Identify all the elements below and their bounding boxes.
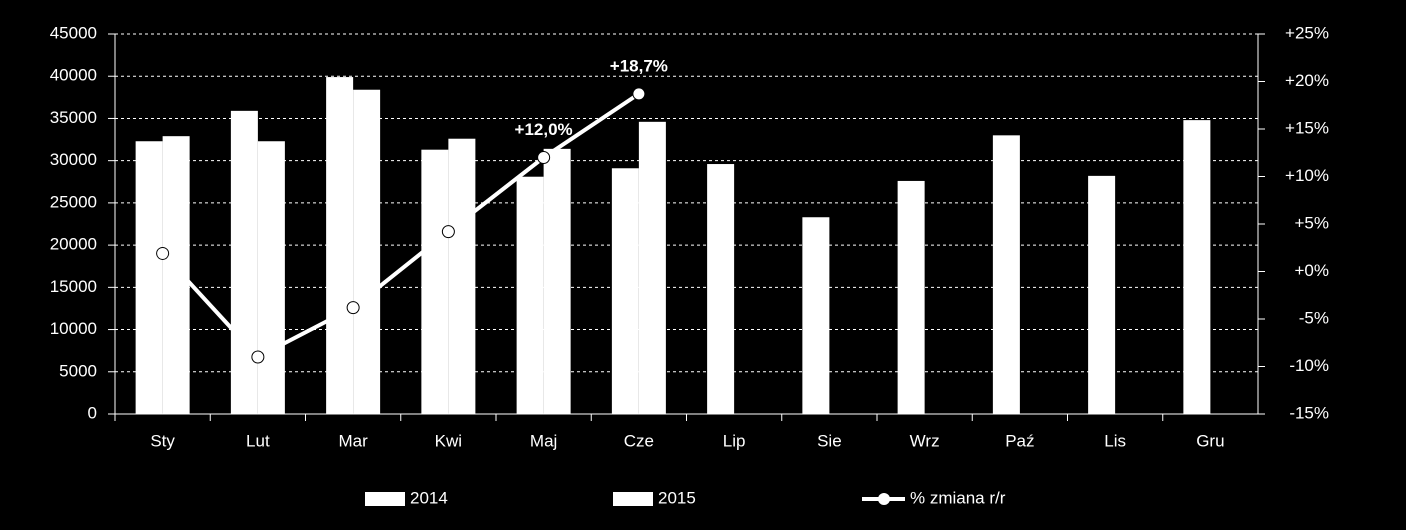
bar	[992, 135, 1020, 415]
legend-marker	[878, 493, 890, 505]
bar	[1088, 175, 1116, 414]
y2-tick-label: +15%	[1285, 118, 1329, 137]
bar	[162, 136, 190, 414]
y-tick-label: 35000	[50, 108, 97, 127]
bar	[707, 164, 735, 414]
x-tick-label: Lis	[1104, 431, 1126, 450]
bar	[543, 148, 571, 414]
x-tick-label: Maj	[530, 431, 557, 450]
y-tick-label: 30000	[50, 150, 97, 169]
x-tick-label: Sie	[817, 431, 842, 450]
y-tick-label: 10000	[50, 319, 97, 338]
line	[161, 92, 640, 360]
y2-tick-label: -15%	[1289, 403, 1329, 422]
x-tick-label: Cze	[624, 431, 654, 450]
x-tick-label: Paź	[1005, 431, 1034, 450]
line-marker	[346, 301, 360, 315]
y-tick-label: 5000	[59, 361, 97, 380]
y2-tick-label: -5%	[1299, 308, 1329, 327]
legend-swatch	[365, 492, 405, 506]
x-tick-label: Sty	[150, 431, 175, 450]
bar	[421, 149, 449, 414]
x-tick-label: Lut	[246, 431, 270, 450]
bar	[326, 77, 354, 415]
y-tick-label: 0	[88, 403, 97, 422]
bar	[638, 121, 666, 415]
bar	[516, 176, 544, 414]
legend-label: % zmiana r/r	[910, 488, 1006, 507]
bar	[897, 180, 925, 414]
bar	[1183, 120, 1211, 414]
data-label: +18,7%	[610, 56, 668, 75]
y-tick-label: 25000	[50, 192, 97, 211]
y-tick-label: 15000	[50, 277, 97, 296]
line-marker	[632, 87, 646, 101]
x-tick-label: Gru	[1196, 431, 1224, 450]
y2-tick-label: +25%	[1285, 23, 1329, 42]
y2-tick-label: +5%	[1295, 213, 1330, 232]
data-label: +12,0%	[515, 120, 573, 139]
bar	[257, 141, 285, 414]
legend-label: 2015	[658, 488, 696, 507]
y-tick-label: 20000	[50, 235, 97, 254]
y2-tick-label: +20%	[1285, 71, 1329, 90]
bar	[448, 138, 476, 414]
bar	[230, 110, 258, 414]
x-tick-label: Wrz	[910, 431, 940, 450]
line-marker	[441, 225, 455, 239]
y2-tick-label: +0%	[1295, 261, 1330, 280]
line-marker	[537, 151, 551, 164]
bar	[135, 141, 163, 414]
x-tick-label: Kwi	[435, 431, 462, 450]
x-tick-label: Mar	[338, 431, 368, 450]
bar	[353, 89, 381, 414]
y-tick-label: 40000	[50, 66, 97, 85]
y2-tick-label: +10%	[1285, 166, 1329, 185]
y-tick-label: 45000	[50, 23, 97, 42]
legend-swatch	[613, 492, 653, 506]
legend-label: 2014	[410, 488, 448, 507]
line-marker	[251, 350, 265, 364]
bar	[802, 217, 830, 414]
line-marker	[156, 246, 170, 260]
y2-tick-label: -10%	[1289, 356, 1329, 375]
x-tick-label: Lip	[723, 431, 746, 450]
bar	[611, 168, 639, 414]
